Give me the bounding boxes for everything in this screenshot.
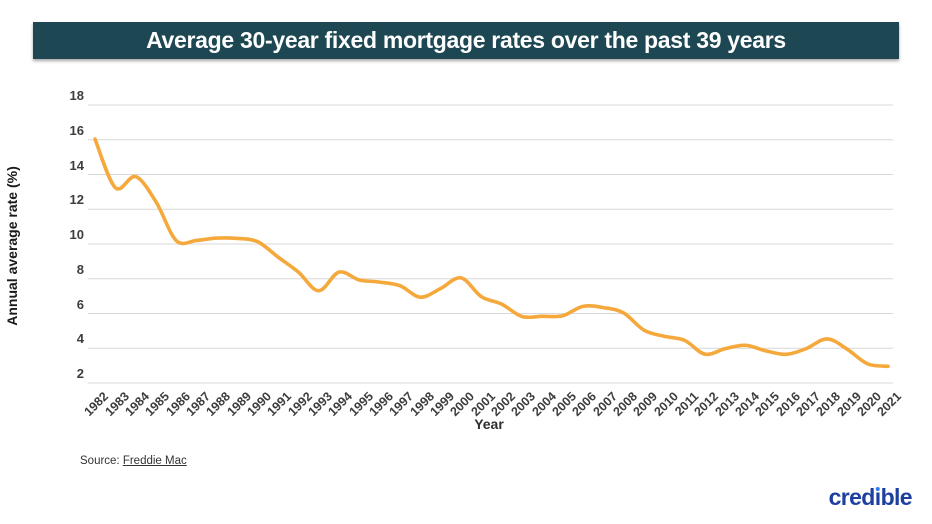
title-banner: Average 30-year fixed mortgage rates ove…	[33, 22, 899, 59]
y-tick-label: 2	[76, 366, 84, 381]
gridlines	[88, 104, 893, 384]
source-link[interactable]: Freddie Mac	[122, 455, 187, 467]
y-axis-title: Annual average rate (%)	[4, 166, 20, 326]
y-tick-label: 16	[69, 122, 84, 138]
y-tick-label: 12	[69, 192, 84, 208]
source-attribution: Source: Freddie Mac	[80, 455, 187, 467]
logo-text-post: ble	[880, 484, 913, 510]
logo-letter-i: ı	[874, 484, 881, 510]
y-tick-label: 8	[76, 261, 84, 277]
y-tick-label: 18	[69, 88, 84, 103]
source-label: Source:	[80, 455, 123, 467]
logo-i-dot	[875, 486, 880, 491]
y-tick-label: 14	[69, 157, 84, 173]
credible-logo: credı ble	[828, 484, 913, 511]
y-tick-label: 6	[76, 296, 84, 312]
rate-line-series	[93, 137, 890, 369]
y-tick-label: 10	[69, 227, 84, 242]
y-tick-label: 4	[76, 331, 84, 347]
logo-text-pre: cred	[828, 484, 876, 510]
x-axis-title: Year	[474, 416, 504, 432]
page-title: Average 30-year fixed mortgage rates ove…	[146, 27, 786, 53]
